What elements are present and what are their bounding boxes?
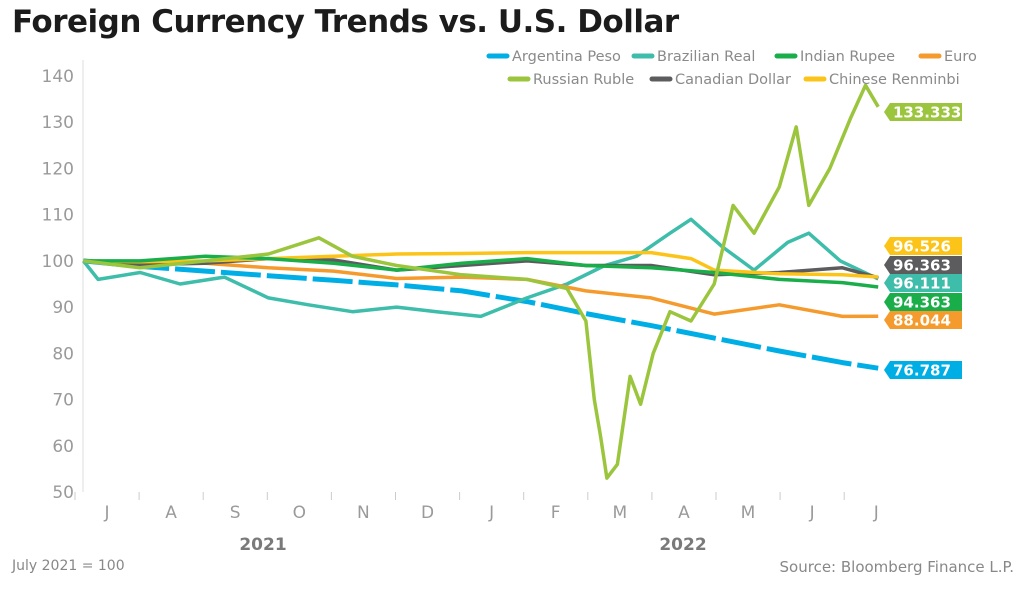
y-tick-label: 110	[42, 206, 74, 226]
year-label: 2021	[239, 535, 286, 555]
end-label-value: 94.363	[893, 294, 951, 312]
y-tick-label: 120	[42, 159, 74, 179]
year-label: 2022	[659, 535, 706, 555]
end-label-box	[884, 311, 962, 329]
x-tick-label: D	[421, 503, 434, 523]
x-tick-label: S	[230, 503, 241, 523]
y-tick-label: 70	[52, 391, 74, 411]
legend-label: Argentina Peso	[512, 49, 621, 65]
y-tick-label: 130	[42, 113, 74, 133]
y-tick-label: 140	[42, 67, 74, 87]
series-line-brazilian-real	[82, 217, 879, 319]
series-line-indian-rupee	[83, 254, 879, 289]
legend-label: Brazilian Real	[657, 49, 755, 65]
end-label-box	[884, 237, 962, 255]
x-tick-label: O	[293, 503, 306, 523]
x-tick-label: A	[165, 503, 177, 523]
x-tick-label: M	[612, 503, 627, 523]
legend-label: Canadian Dollar	[675, 72, 791, 88]
y-tick-label: 60	[52, 437, 74, 457]
series-line-russian-ruble	[83, 83, 880, 480]
chart-title: Foreign Currency Trends vs. U.S. Dollar	[12, 4, 679, 40]
baseline-note: July 2021 = 100	[12, 558, 125, 574]
x-tick-label: A	[678, 503, 690, 523]
legend-label: Euro	[944, 49, 977, 65]
end-label-box	[884, 361, 962, 379]
legend-label: Indian Rupee	[800, 49, 895, 65]
x-tick-label: M	[741, 503, 756, 523]
end-label-box	[884, 274, 962, 292]
y-tick-label: 50	[52, 483, 74, 503]
x-tick-label: J	[488, 503, 494, 523]
legend-label: Chinese Renminbi	[829, 72, 960, 88]
end-label-value: 88.044	[893, 312, 951, 330]
x-tick-label: N	[357, 503, 370, 523]
end-label-value: 96.111	[893, 275, 951, 293]
y-tick-label: 100	[42, 252, 74, 272]
y-tick-label: 90	[52, 298, 74, 318]
y-tick-label: 80	[52, 344, 74, 364]
x-tick-label: J	[873, 503, 879, 523]
x-tick-label: J	[103, 503, 109, 523]
x-tick-label: J	[809, 503, 815, 523]
end-label-box	[884, 256, 962, 274]
end-label-value: 96.526	[893, 238, 951, 256]
source-note: Source: Bloomberg Finance L.P.	[779, 558, 1014, 576]
end-label-value: 76.787	[893, 362, 951, 380]
end-label-value: 133.333	[893, 104, 961, 122]
x-tick-label: F	[551, 503, 561, 523]
legend-label: Russian Ruble	[533, 72, 634, 88]
end-label-box	[884, 293, 962, 311]
series-line-argentina-peso	[83, 258, 879, 371]
end-label-box	[884, 103, 962, 121]
end-label-value: 96.363	[893, 257, 951, 275]
